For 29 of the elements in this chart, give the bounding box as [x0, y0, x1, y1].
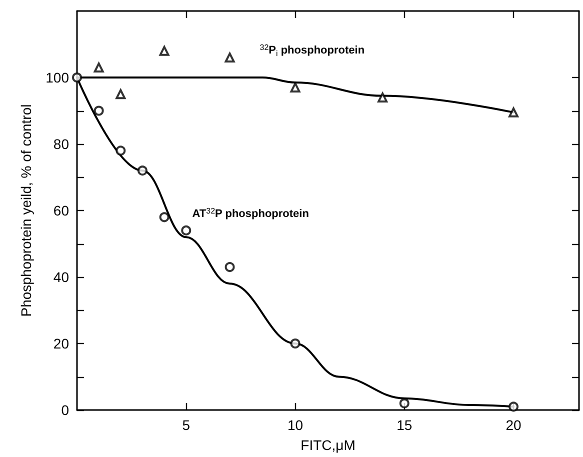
point: [94, 106, 104, 116]
x-tick-label: 20: [506, 417, 522, 433]
y-tick-label: 40: [53, 269, 70, 285]
y-tick-label: 0: [61, 402, 70, 418]
point: [290, 82, 300, 92]
y-tick-label: 20: [53, 336, 70, 352]
point: [116, 146, 126, 156]
point: [378, 92, 388, 102]
x-tick-label: 5: [182, 417, 190, 433]
y-tick-label: 60: [53, 202, 70, 218]
point: [94, 62, 104, 73]
x-tick-label: 10: [287, 417, 304, 433]
y-axis-title: Phosphoprotein yeild, % of control: [18, 104, 34, 317]
point: [224, 262, 235, 272]
y-tick-label: 80: [53, 136, 70, 152]
point: [290, 338, 300, 348]
point: [159, 46, 170, 56]
point: [508, 107, 519, 118]
point: [399, 398, 410, 408]
y-tick-label: 100: [46, 70, 70, 86]
x-tick-label: 15: [396, 417, 412, 433]
x-axis-title: FITC,μM: [300, 437, 356, 453]
point: [508, 402, 519, 412]
point: [72, 72, 82, 82]
point: [224, 52, 235, 63]
point: [116, 89, 126, 100]
point: [181, 225, 192, 236]
point: [159, 212, 170, 222]
point: [137, 166, 148, 176]
